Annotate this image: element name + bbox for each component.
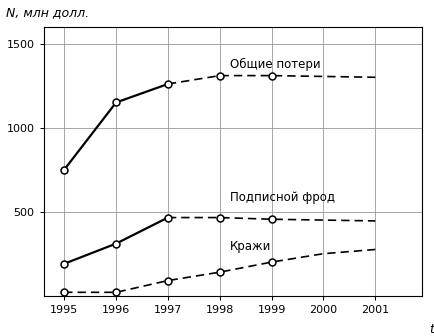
Text: Подписной фрод: Подписной фрод [230,191,334,204]
Text: N, млн долл.: N, млн долл. [6,6,89,19]
Text: t, годы: t, годы [428,323,434,336]
Text: Кражи: Кражи [230,240,271,253]
Text: Общие потери: Общие потери [230,57,320,71]
